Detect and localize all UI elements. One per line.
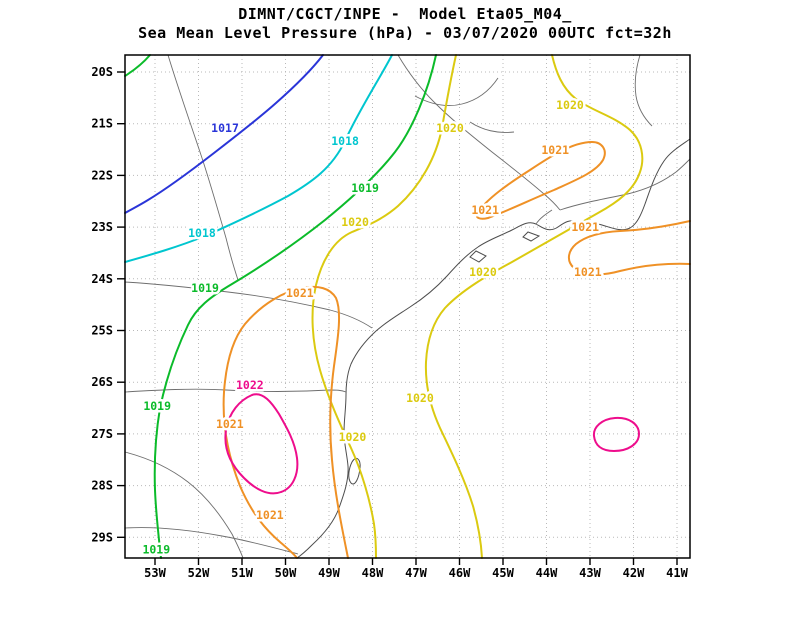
x-axis-tick-label: 50W <box>275 566 297 580</box>
chart-title: DIMNT/CGCT/INPE - Model Eta05_M04_ <box>238 5 572 23</box>
y-axis-tick-label: 23S <box>91 220 113 234</box>
contour-line-1022 <box>592 416 640 452</box>
state-boundary <box>559 158 691 211</box>
x-axis-tick-label: 52W <box>188 566 210 580</box>
x-axis-tick-label: 47W <box>405 566 427 580</box>
contour-line-1021 <box>222 285 349 559</box>
y-axis-tick-label: 28S <box>91 479 113 493</box>
x-axis-tick-label: 46W <box>449 566 471 580</box>
x-axis-tick-label: 49W <box>318 566 340 580</box>
state-boundary <box>124 527 299 555</box>
contour-line-1021 <box>475 141 606 220</box>
state-boundary <box>634 54 653 127</box>
y-axis-tick-label: 24S <box>91 272 113 286</box>
x-axis-tick-label: 42W <box>623 566 645 580</box>
contour-line-1020 <box>424 54 644 559</box>
state-boundary <box>124 281 373 329</box>
x-axis-tick-label: 43W <box>579 566 601 580</box>
river <box>124 451 244 559</box>
contour-label-1018: 1018 <box>331 134 359 148</box>
contour-label-1021: 1021 <box>574 265 602 279</box>
coastline <box>296 138 691 559</box>
contour-label-1020: 1020 <box>436 121 464 135</box>
contour-label-1020: 1020 <box>341 215 369 229</box>
contour-label-1020: 1020 <box>406 391 434 405</box>
contour-label-1020: 1020 <box>469 265 497 279</box>
state-boundary <box>124 388 347 393</box>
x-axis-tick-label: 48W <box>362 566 384 580</box>
contour-labels: 1017 1018 1018 1019 1019 1019 1019 1020 1020 1020… <box>140 96 604 560</box>
contour-label-1019: 1019 <box>351 181 379 195</box>
axis-ticks <box>117 71 678 565</box>
contour-label-1021: 1021 <box>286 286 314 300</box>
state-boundary <box>167 54 239 281</box>
contour-label-1020: 1020 <box>556 98 584 112</box>
contour-label-1019: 1019 <box>142 543 170 557</box>
contour-label-1021: 1021 <box>471 203 499 217</box>
x-axis-tick-label: 51W <box>231 566 253 580</box>
contour-label-1018: 1018 <box>188 226 216 240</box>
chart-subtitle: Sea Mean Level Pressure (hPa) - 03/07/20… <box>138 24 672 42</box>
y-axis-tick-label: 20S <box>91 65 113 79</box>
river <box>414 77 499 107</box>
y-axis-tick-label: 22S <box>91 168 113 182</box>
axis-tick-labels: 53W 52W 51W 50W 49W 48W 47W 46W 45W 44W 43W 42W 41W 2… <box>91 65 688 580</box>
contour-line-1021 <box>568 220 691 276</box>
x-axis-tick-label: 44W <box>536 566 558 580</box>
y-axis-tick-label: 25S <box>91 324 113 338</box>
island <box>348 457 361 485</box>
contour-label-1021: 1021 <box>256 508 284 522</box>
contour-label-1017: 1017 <box>211 121 239 135</box>
grid-lines <box>125 55 690 558</box>
state-boundary <box>535 209 553 225</box>
contour-label-1019: 1019 <box>143 399 171 413</box>
contour-line-1019 <box>153 54 437 559</box>
x-axis-tick-label: 53W <box>144 566 166 580</box>
island <box>469 250 487 263</box>
y-axis-tick-label: 27S <box>91 427 113 441</box>
contour-line-1018 <box>124 54 393 263</box>
state-boundary <box>397 54 561 211</box>
y-axis-tick-label: 29S <box>91 530 113 544</box>
contour-line-1022 <box>224 393 299 495</box>
x-axis-tick-label: 45W <box>492 566 514 580</box>
contour-line-1020 <box>311 54 457 559</box>
contour-label-1022: 1022 <box>236 378 264 392</box>
contour-line-1017 <box>124 54 324 214</box>
river <box>469 121 515 133</box>
x-axis-tick-label: 41W <box>666 566 688 580</box>
base-map <box>124 54 691 559</box>
isobars <box>124 54 691 559</box>
contour-label-1021: 1021 <box>541 143 569 157</box>
island <box>522 231 541 242</box>
contour-label-1021: 1021 <box>216 417 244 431</box>
contour-label-1020: 1020 <box>339 430 367 444</box>
contour-label-1021: 1021 <box>571 220 599 234</box>
plot-frame <box>124 54 691 559</box>
y-axis-tick-label: 21S <box>91 117 113 131</box>
contour-line-1019 <box>124 54 151 77</box>
contour-label-1019: 1019 <box>191 281 219 295</box>
y-axis-tick-label: 26S <box>91 375 113 389</box>
